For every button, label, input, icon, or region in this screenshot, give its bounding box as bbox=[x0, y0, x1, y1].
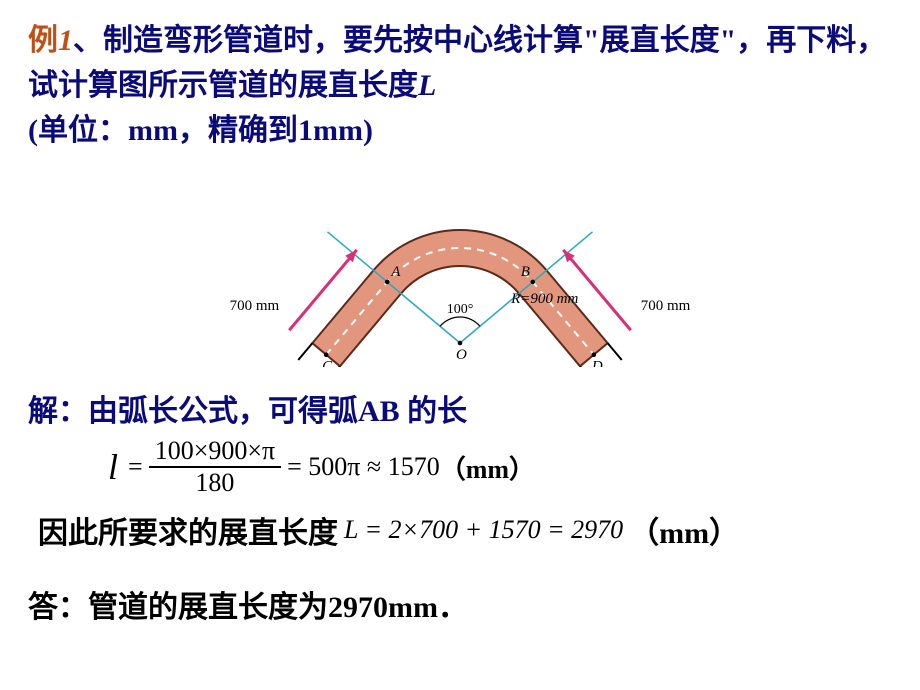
unit-1: （mm） bbox=[440, 449, 535, 486]
svg-text:R=900 mm: R=900 mm bbox=[510, 291, 578, 307]
equation-1: l = 100×900×π 180 = 500π ≈ 1570 （mm） bbox=[108, 436, 892, 498]
svg-text:100°: 100° bbox=[447, 302, 474, 317]
example-number: 1 bbox=[58, 24, 73, 57]
eq1-mid: = 500π ≈ 1570 bbox=[287, 452, 440, 482]
answer-line: 答：管道的展直长度为2970mm． bbox=[28, 582, 892, 626]
var-L: L bbox=[418, 69, 436, 102]
unit-2: （mm） bbox=[629, 508, 739, 552]
fraction-num: 100×900×π bbox=[149, 436, 281, 466]
svg-text:O: O bbox=[456, 347, 467, 363]
svg-text:C: C bbox=[322, 359, 333, 367]
svg-text:D: D bbox=[591, 359, 603, 367]
solution-line-2: 因此所要求的展直长度 L = 2×700 + 1570 = 2970 （mm） bbox=[38, 508, 892, 552]
solution-line-1: 解：由弧长公式，可得弧AB 的长 bbox=[28, 386, 892, 430]
problem-text: 例1、制造弯形管道时，要先按中心线计算"展直长度"，再下料，试计算图所示管道的展… bbox=[28, 18, 892, 153]
fraction-den: 180 bbox=[189, 468, 240, 498]
svg-text:B: B bbox=[521, 264, 530, 280]
svg-text:700 mm: 700 mm bbox=[230, 298, 280, 314]
eq-sign-1: = bbox=[128, 452, 143, 482]
ell-symbol: l bbox=[108, 446, 118, 488]
pipe-diagram: A B C D O 700 mm 700 mm R=900 mm 100° bbox=[180, 157, 740, 367]
figure-container: A B C D O 700 mm 700 mm R=900 mm 100° bbox=[28, 157, 892, 372]
eq2: L = 2×700 + 1570 = 2970 bbox=[344, 515, 623, 545]
example-label: 例 bbox=[28, 24, 58, 57]
problem-body-2: (单位：mm，精确到1mm) bbox=[28, 114, 373, 147]
svg-text:A: A bbox=[390, 264, 401, 280]
svg-text:700 mm: 700 mm bbox=[641, 298, 691, 314]
problem-body-1: 、制造弯形管道时，要先按中心线计算"展直长度"，再下料，试计算图所示管道的展直长… bbox=[28, 24, 886, 102]
fraction: 100×900×π 180 bbox=[149, 436, 281, 498]
solution-line-2-cn: 因此所要求的展直长度 bbox=[38, 508, 338, 552]
